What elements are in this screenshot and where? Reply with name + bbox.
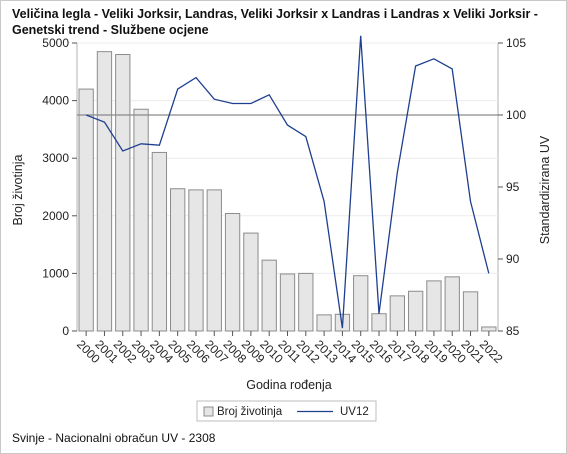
y2-tick-label: 90 [506,252,520,266]
bar-2009 [243,232,259,332]
line-series [77,35,498,329]
y-axis-label: Broj životinja [11,155,25,226]
y-tick-label: 3000 [42,151,69,165]
bar-2012 [298,272,314,332]
chart-title: Veličina legla - Veliki Jorksir, Landras… [12,7,538,37]
line-uv12 [85,35,490,329]
bar-2021 [462,291,479,332]
y2-tick-label: 85 [506,324,520,338]
x-axis-label: Godina rođenja [246,378,332,392]
y-tick-label: 2000 [42,209,69,223]
bar-2002 [115,54,131,332]
legend-label-bars: Broj životinja [217,406,283,418]
y2-tick-label: 95 [506,180,520,194]
bar-2016 [371,313,387,332]
y-tick-label: 1000 [42,266,69,280]
bar-2019 [426,280,442,332]
bar-2022 [481,326,497,332]
legend-box [196,400,377,422]
bar-2001 [96,51,113,332]
bar-2015 [353,275,369,332]
bar-2000 [78,88,94,332]
bar-2005 [170,188,186,332]
bar-2004 [151,151,168,332]
y2-axis-label: Standardizirana UV [538,135,552,244]
bar-2020 [444,276,460,332]
bar-2007 [206,189,222,332]
y2-tick-label: 100 [506,108,526,122]
bar-2017 [389,295,405,332]
bar-series [78,51,497,332]
legend: Broj životinja UV12 [196,400,377,422]
bar-2013 [316,314,332,332]
y2-tick-label: 105 [506,36,526,50]
bar-2006 [188,189,204,332]
bar-2018 [407,290,424,332]
y-tick-label: 4000 [42,94,69,108]
bar-2003 [133,108,149,332]
legend-bar-swatch [203,406,214,417]
legend-label-line: UV12 [340,406,369,418]
bar-2010 [261,259,277,332]
bar-2008 [224,212,241,332]
y-tick-label: 5000 [42,36,69,50]
y-tick-label: 0 [62,324,69,338]
chart-footer: Svinje - Nacionalni obračun UV - 2308 [12,431,216,445]
bar-2011 [279,273,296,332]
